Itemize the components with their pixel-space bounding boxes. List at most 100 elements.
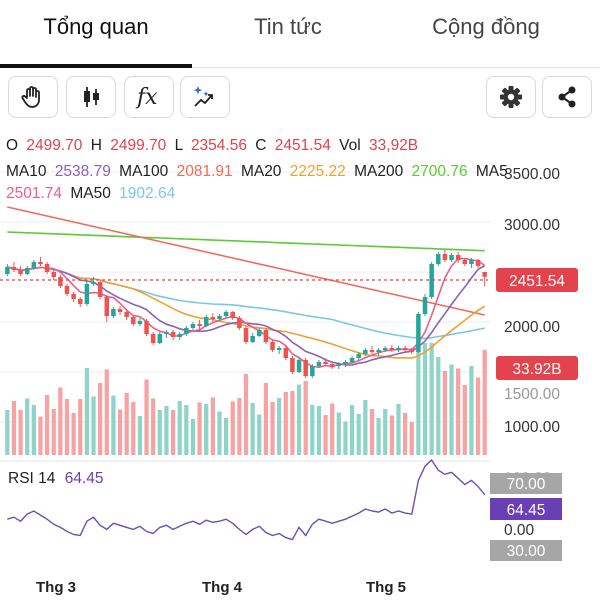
candle-body	[376, 350, 381, 352]
candle	[217, 314, 222, 321]
candle	[5, 264, 10, 276]
price-tick: 3000.00	[504, 217, 560, 234]
candle-body	[137, 321, 143, 324]
volume-bar	[270, 402, 275, 455]
price-tick: 3500.00	[504, 166, 560, 183]
candle-body	[31, 262, 37, 268]
svg-text:fx: fx	[135, 85, 158, 110]
candle	[91, 277, 96, 286]
candle	[164, 330, 169, 338]
candle	[257, 328, 262, 337]
candle	[104, 295, 110, 322]
chart-canvas[interactable]: O 2499.70 H 2499.70 L 2354.56 C 2451.54 …	[0, 120, 600, 600]
smart-indicator-button[interactable]	[180, 76, 230, 118]
candle-body	[91, 282, 96, 284]
candle-body	[310, 366, 315, 376]
candle	[363, 348, 368, 356]
price-axis: 3500.00 3000.00 2000.00 1000.00	[504, 166, 560, 436]
candle-body	[462, 260, 468, 264]
candle	[18, 266, 23, 276]
volume-tag: 33.92B	[496, 356, 578, 380]
candle	[369, 346, 375, 354]
candle-body	[230, 312, 235, 318]
candle	[223, 310, 229, 318]
candle-body	[455, 255, 461, 260]
candle	[475, 259, 481, 268]
candle-body	[97, 282, 103, 297]
candle-body	[150, 334, 156, 343]
candle	[376, 348, 381, 356]
candle-body	[469, 260, 474, 264]
tab-community[interactable]: Cộng đồng	[386, 14, 586, 44]
volume-bar	[316, 406, 322, 455]
candle	[422, 294, 428, 316]
candle-body	[104, 297, 110, 316]
tab-overview[interactable]: Tổng quan	[0, 14, 192, 44]
candle	[111, 307, 116, 318]
volume-bar	[151, 398, 156, 455]
volume-bar	[416, 343, 421, 455]
chart-type-button[interactable]	[66, 76, 116, 118]
volume-bar	[243, 374, 249, 455]
volume-bar	[257, 414, 262, 455]
candle-body	[296, 360, 302, 372]
drawing-tool-button[interactable]	[8, 76, 58, 118]
candle	[250, 333, 255, 343]
share-button[interactable]	[542, 76, 592, 118]
volume-bar	[124, 393, 129, 455]
candle-body	[210, 317, 216, 319]
volume-bar	[442, 371, 448, 455]
candle-body	[157, 334, 163, 343]
price-chart[interactable]: O 2499.70 H 2499.70 L 2354.56 C 2451.54 …	[0, 120, 600, 600]
volume-bar	[429, 343, 434, 455]
candle-body	[177, 334, 182, 337]
candle	[157, 332, 163, 344]
candle-body	[349, 358, 355, 362]
candle	[442, 250, 448, 262]
volume-bar	[396, 404, 401, 455]
candle-body	[203, 317, 209, 326]
candle-body	[24, 268, 30, 274]
volume-bar	[403, 413, 408, 455]
volume-bar	[422, 343, 428, 455]
svg-text:64.45: 64.45	[507, 502, 546, 519]
volume-bar	[296, 384, 302, 455]
candle-body	[389, 348, 395, 350]
candle	[449, 253, 454, 262]
candle	[402, 346, 408, 352]
ma100-line	[7, 206, 485, 316]
volume-bar	[475, 377, 481, 455]
ma20-line	[7, 266, 486, 359]
tab-label: Cộng đồng	[432, 14, 540, 39]
ohlc-legend: O 2499.70 H 2499.70 L 2354.56 C 2451.54 …	[6, 137, 418, 154]
candle	[396, 346, 401, 352]
candle-body	[64, 286, 70, 294]
time-label: Thg 3	[36, 579, 76, 596]
volume-bar	[11, 401, 17, 455]
volume-bar	[204, 404, 209, 455]
candlestick-icon	[84, 87, 99, 107]
candle-body	[44, 264, 50, 272]
active-tab-indicator	[0, 64, 192, 68]
candle	[64, 284, 70, 296]
volume-bar	[84, 368, 89, 455]
settings-button[interactable]	[486, 76, 536, 118]
indicators-button[interactable]: fx	[124, 76, 174, 118]
candle	[349, 356, 355, 364]
volume-bar	[436, 357, 441, 455]
candle-body	[482, 272, 487, 277]
candle-body	[329, 364, 335, 366]
candle	[276, 346, 282, 354]
candle	[31, 260, 37, 270]
candle-body	[184, 328, 189, 334]
price-tick: 1000.00	[504, 419, 560, 436]
volume-bar	[462, 385, 467, 455]
share-icon	[558, 86, 576, 108]
candle	[316, 360, 322, 368]
candle	[71, 292, 76, 302]
tab-news[interactable]: Tin tức	[190, 14, 386, 44]
candle	[97, 281, 103, 299]
candle-body	[436, 254, 441, 264]
volume-bar	[330, 403, 335, 455]
volume-bar	[117, 409, 123, 455]
